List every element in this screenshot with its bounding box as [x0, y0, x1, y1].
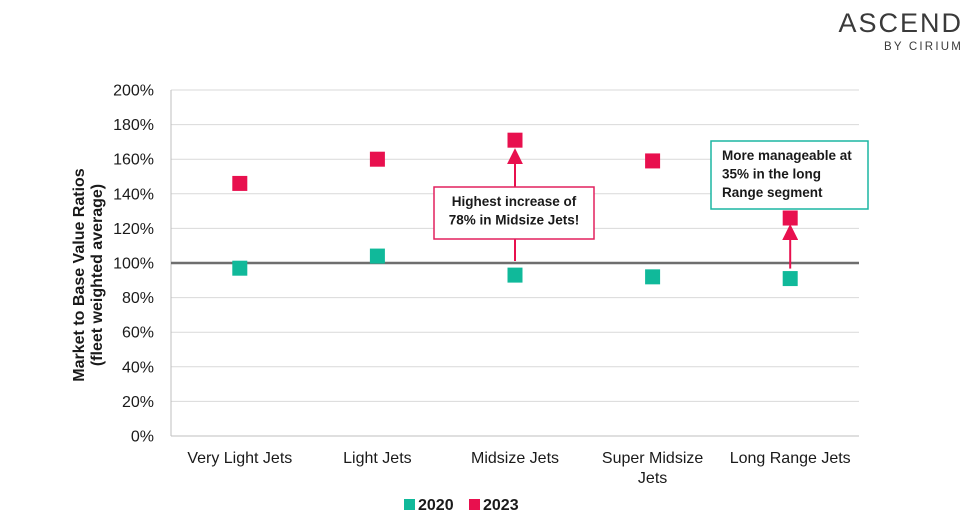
- x-tick-label: Light Jets: [343, 450, 411, 467]
- x-tick-label: Very Light Jets: [187, 450, 292, 467]
- y-axis-title-line: Market to Base Value Ratios: [71, 168, 88, 382]
- legend-label: 2020: [418, 497, 454, 514]
- y-axis-title-line: (fleet weighted average): [89, 184, 106, 366]
- x-tick-label: Long Range Jets: [730, 450, 851, 467]
- x-tick-label: Super Midsize Jets: [602, 450, 703, 487]
- y-axis-title: Market to Base Value Ratios(fleet weight…: [71, 168, 106, 382]
- x-tick-label-line: Midsize Jets: [471, 450, 559, 467]
- marker-2023: [782, 210, 798, 226]
- marker-2023: [369, 151, 385, 167]
- annotation-box: [710, 140, 869, 210]
- x-tick-label: Midsize Jets: [471, 450, 559, 467]
- y-tick-label: 100%: [113, 256, 154, 273]
- ascend-logo: ASCEND BY CIRIUM: [838, 8, 963, 53]
- y-tick-label: 0%: [131, 429, 154, 446]
- y-tick-label: 140%: [113, 186, 154, 203]
- annotation-text: More manageable at: [722, 148, 852, 163]
- annotation-text: 35% in the long: [722, 167, 821, 182]
- y-tick-label: 60%: [122, 325, 154, 342]
- marker-2023: [507, 132, 523, 148]
- y-tick-label: 40%: [122, 359, 154, 376]
- logo-wordmark: ASCEND: [838, 8, 963, 38]
- y-tick-label: 200%: [113, 83, 154, 100]
- marker-2023: [645, 153, 661, 169]
- annotation-text: 78% in Midsize Jets!: [449, 213, 580, 228]
- y-tick-label: 80%: [122, 290, 154, 307]
- x-tick-label-line: Super Midsize: [602, 450, 703, 467]
- annotation-text: Range segment: [722, 185, 823, 200]
- marker-2023: [232, 175, 248, 191]
- legend-label: 2023: [483, 497, 519, 514]
- annotation-text: Highest increase of: [452, 194, 577, 209]
- annotation-box: [433, 186, 595, 240]
- marker-2020: [369, 248, 385, 264]
- y-tick-label: 160%: [113, 152, 154, 169]
- logo-subtitle: BY CIRIUM: [883, 41, 963, 53]
- legend-swatch-2023: [469, 499, 480, 510]
- legend-swatch-2020: [404, 499, 415, 510]
- marker-2020: [782, 271, 798, 287]
- marker-2020: [232, 260, 248, 276]
- x-tick-label-line: Light Jets: [343, 450, 411, 467]
- y-tick-label: 180%: [113, 117, 154, 134]
- x-tick-label-line: Long Range Jets: [730, 450, 851, 467]
- marker-2020: [507, 267, 523, 283]
- marker-2020: [645, 269, 661, 285]
- y-tick-label: 120%: [113, 221, 154, 238]
- y-tick-label: 20%: [122, 394, 154, 411]
- x-tick-label-line: Very Light Jets: [187, 450, 292, 467]
- x-tick-label-line: Jets: [638, 470, 667, 487]
